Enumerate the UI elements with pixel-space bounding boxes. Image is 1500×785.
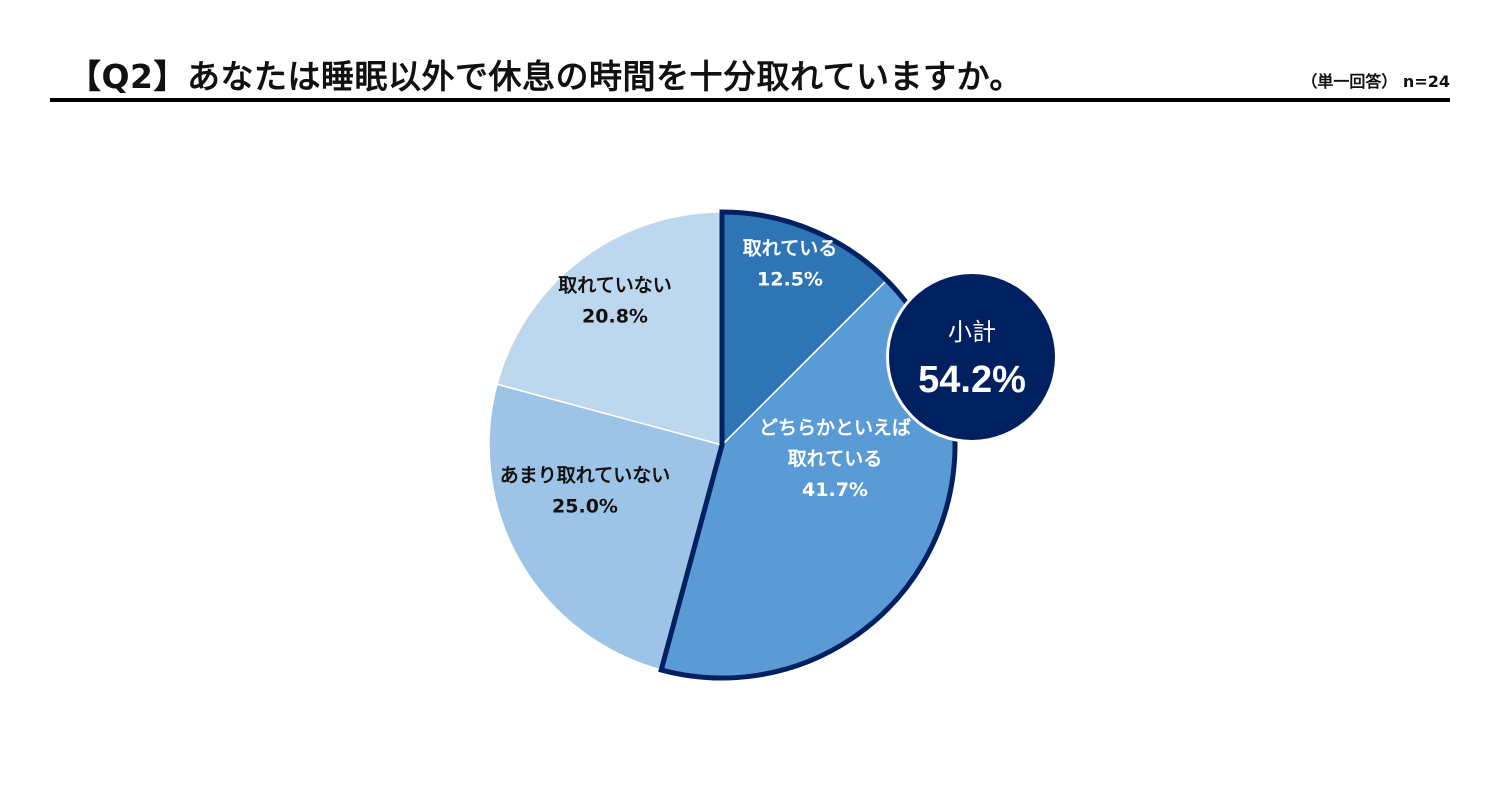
pie-slices [488, 211, 956, 679]
response-note: （単一回答） n=24 [1301, 72, 1450, 91]
title-underline [50, 98, 1450, 102]
pie-slice-3 [496, 211, 723, 446]
subtotal-badge: 小計 54.2% [886, 271, 1058, 443]
subtotal-label: 小計 [948, 318, 996, 346]
slice-value-1: 41.7% [802, 479, 868, 501]
slice-value-3: 20.8% [582, 306, 648, 328]
subtotal-circle [889, 274, 1055, 440]
subtotal-value: 54.2% [918, 359, 1026, 401]
page-title: 【Q2】あなたは睡眠以外で休息の時間を十分取れていますか。 [68, 57, 1023, 96]
slice-label-1: 取れている [788, 448, 882, 470]
slice-value-0: 12.5% [757, 269, 823, 291]
header: 【Q2】あなたは睡眠以外で休息の時間を十分取れていますか。 （単一回答） n=2… [50, 40, 1450, 102]
slice-labels: 取れている12.5%どちらかといえば取れている41.7%あまり取れていない25.… [500, 238, 911, 518]
slice-label-3: 取れていない [558, 275, 671, 297]
highlight-outline [658, 209, 958, 681]
slice-label-1: どちらかといえば [759, 417, 911, 439]
slice-value-2: 25.0% [552, 496, 618, 518]
pie-slice-2 [488, 383, 723, 671]
highlight-outline-path [658, 209, 958, 681]
slice-label-2: あまり取れていない [500, 465, 670, 487]
slice-label-0: 取れている [743, 238, 837, 260]
